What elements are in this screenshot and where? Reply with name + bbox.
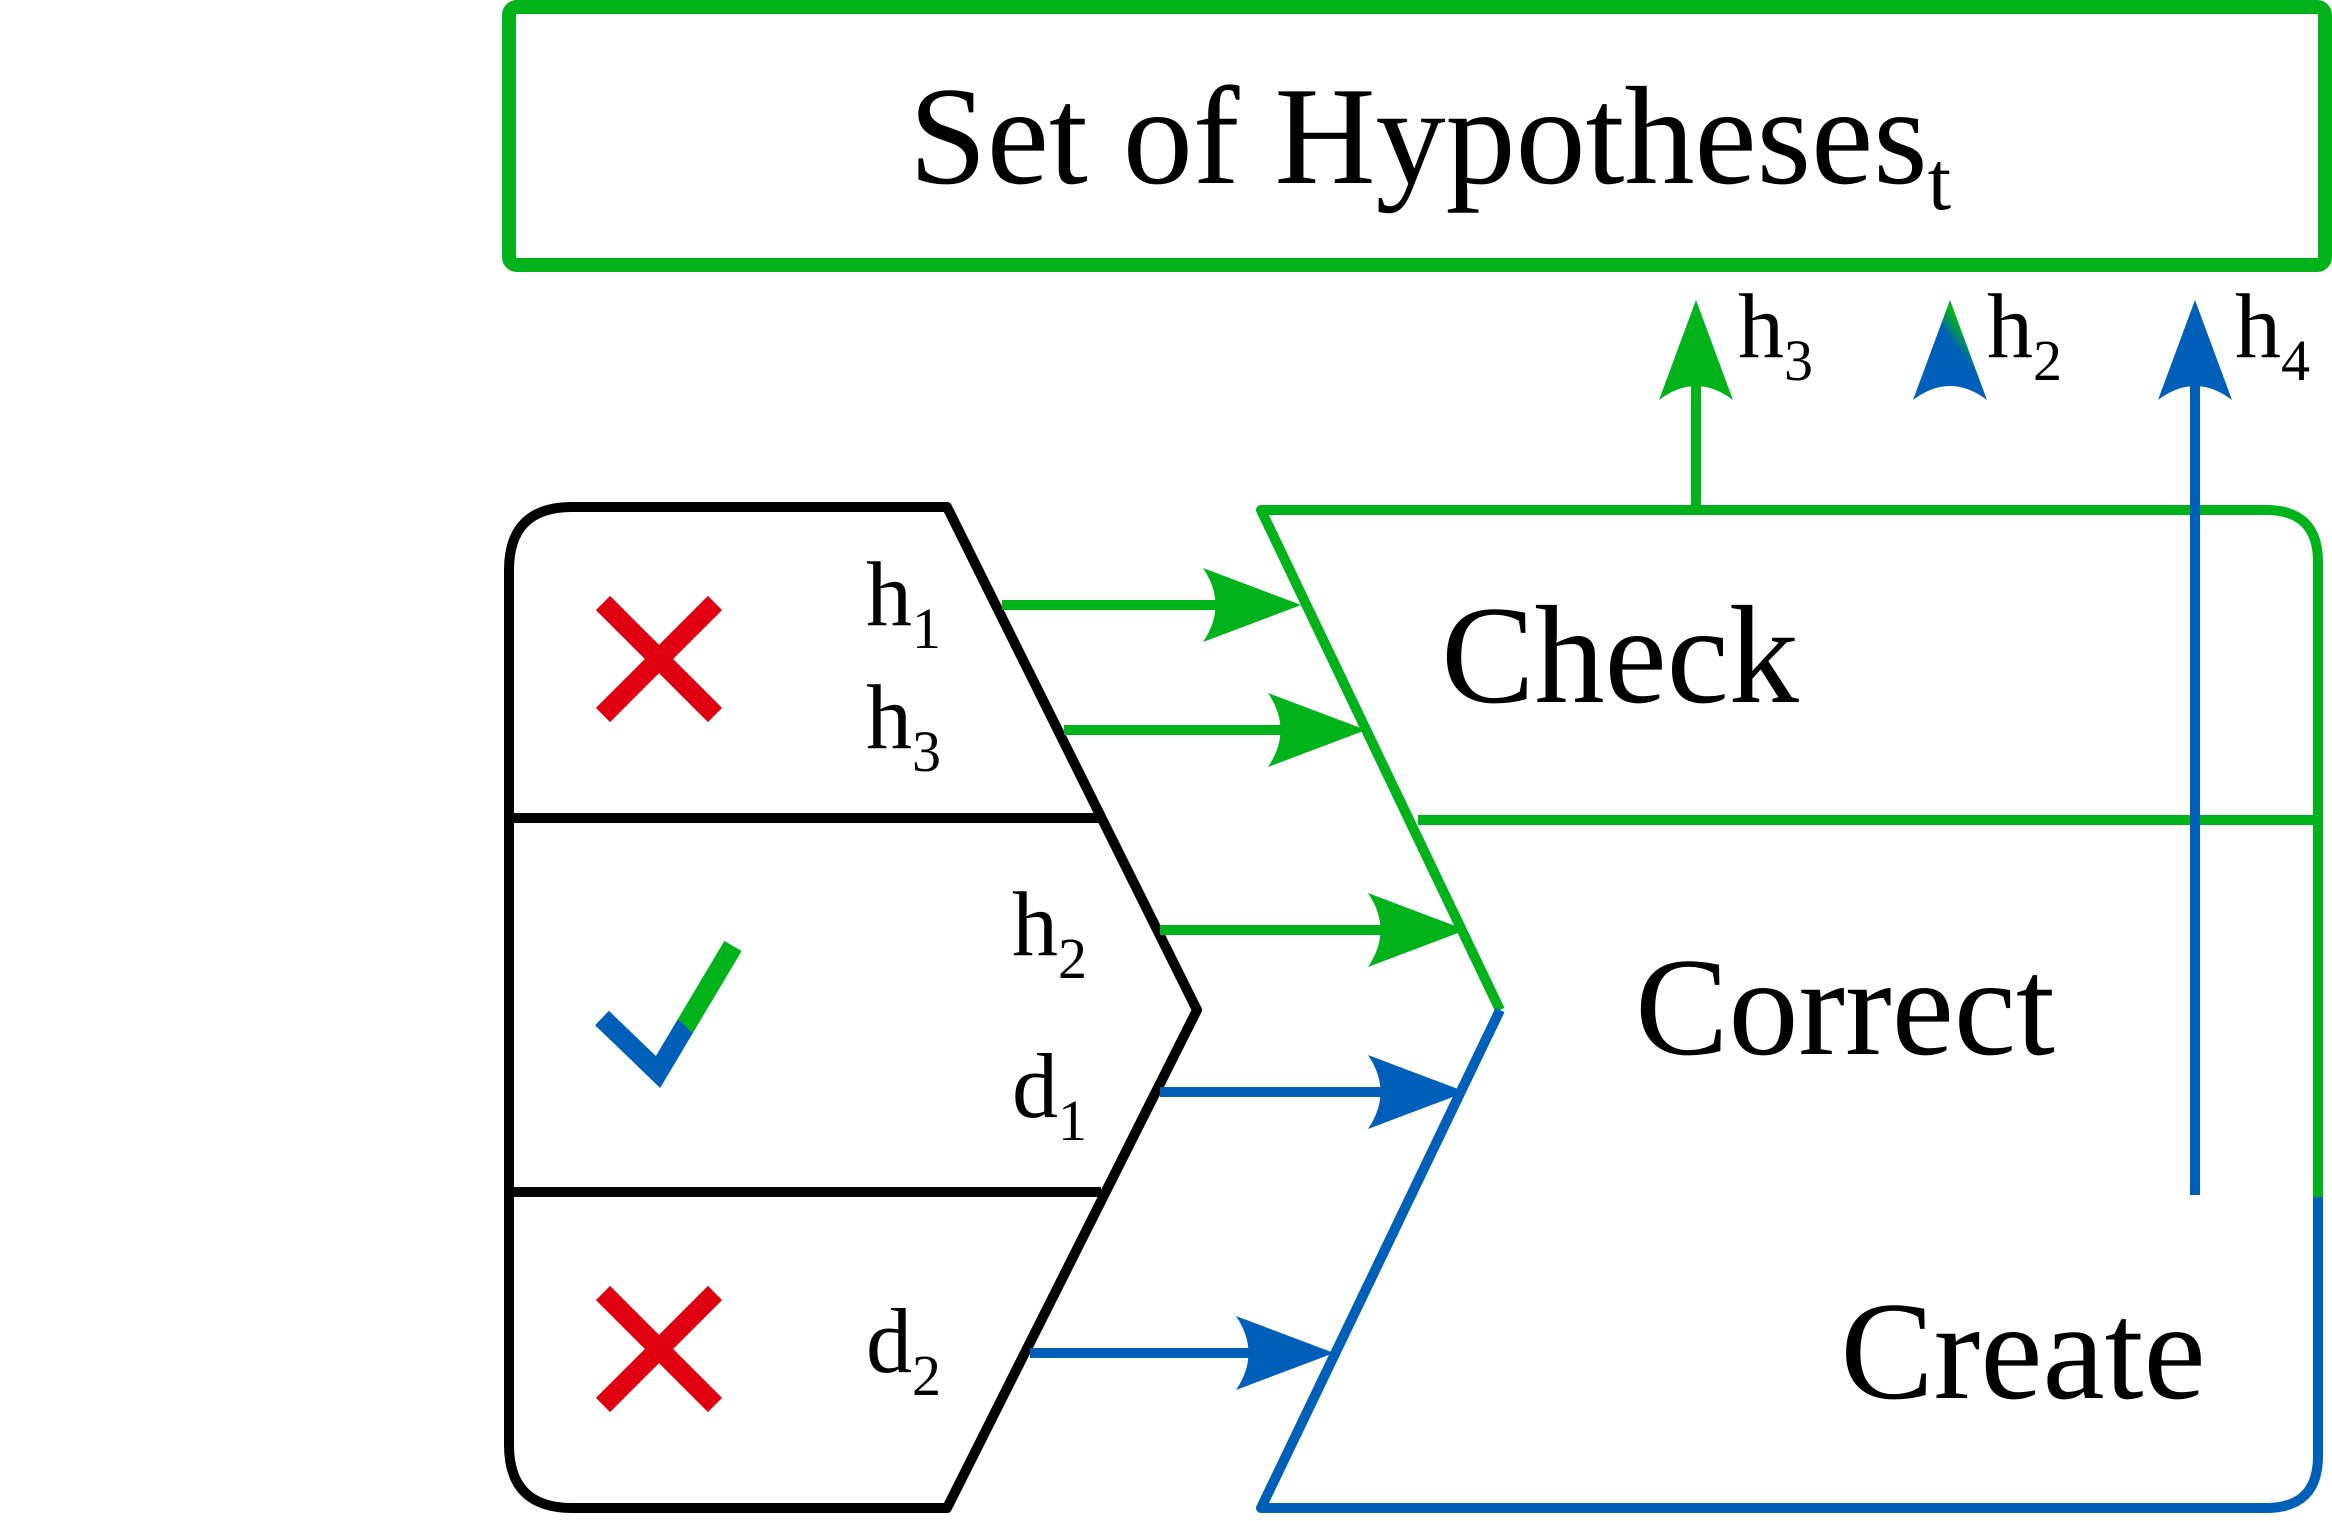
label-d1: d1 — [1012, 1035, 1087, 1153]
arrow-h3-to-check — [1064, 693, 1366, 767]
label-base: h — [1738, 275, 1784, 377]
input-block-outline — [504, 502, 1202, 1513]
label-sub: 4 — [2281, 328, 2310, 393]
output-label-h3: h3 — [1738, 275, 1813, 393]
output-arrow-h4 — [2158, 300, 2232, 1195]
output-label-h4: h4 — [2235, 275, 2310, 393]
output-label-h2: h2 — [1987, 275, 2062, 393]
label-sub: 2 — [912, 1343, 941, 1408]
label-sub: 2 — [2033, 328, 2062, 393]
output-arrow-h2 — [1913, 300, 1987, 820]
label-sub: 2 — [1058, 926, 1087, 991]
output-arrow-h3 — [1659, 300, 1733, 510]
cross-icon — [595, 1285, 723, 1413]
arrow-h1-to-check — [1002, 568, 1301, 642]
stage-check-label: Check — [1441, 578, 1799, 733]
label-sub: 1 — [912, 596, 941, 661]
label-sub: 1 — [1058, 1088, 1087, 1153]
title-subscript: t — [1928, 135, 1951, 228]
arrow-h2-to-correct — [1160, 893, 1466, 967]
hypotheses-set-title: Set of Hypothesest — [909, 59, 1951, 228]
stage-create-label: Create — [1840, 1274, 2205, 1429]
label-h3: h3 — [866, 666, 941, 784]
label-d2: d2 — [866, 1290, 941, 1408]
hypotheses-set-box — [502, 0, 2332, 272]
title-text: Set of Hypotheses — [909, 59, 1928, 214]
label-base: d — [866, 1290, 912, 1392]
arrow-d2-to-create — [1030, 1316, 1334, 1390]
stages-block-bottom — [1256, 1007, 2323, 1513]
stage-correct-label: Correct — [1635, 930, 2055, 1085]
label-sub: 3 — [912, 719, 941, 784]
check-mark-icon — [595, 940, 742, 1088]
label-sub: 3 — [1784, 328, 1813, 393]
label-base: h — [866, 543, 912, 645]
label-base: d — [1012, 1035, 1058, 1137]
label-base: h — [1012, 873, 1058, 975]
label-base: h — [1987, 275, 2033, 377]
arrow-d1-to-correct — [1160, 1055, 1466, 1129]
label-h2: h2 — [1012, 873, 1087, 991]
label-base: h — [866, 666, 912, 768]
label-base: h — [2235, 275, 2281, 377]
label-h1: h1 — [866, 543, 941, 661]
cross-icon — [595, 595, 723, 723]
stages-block-top — [1256, 505, 2323, 1197]
